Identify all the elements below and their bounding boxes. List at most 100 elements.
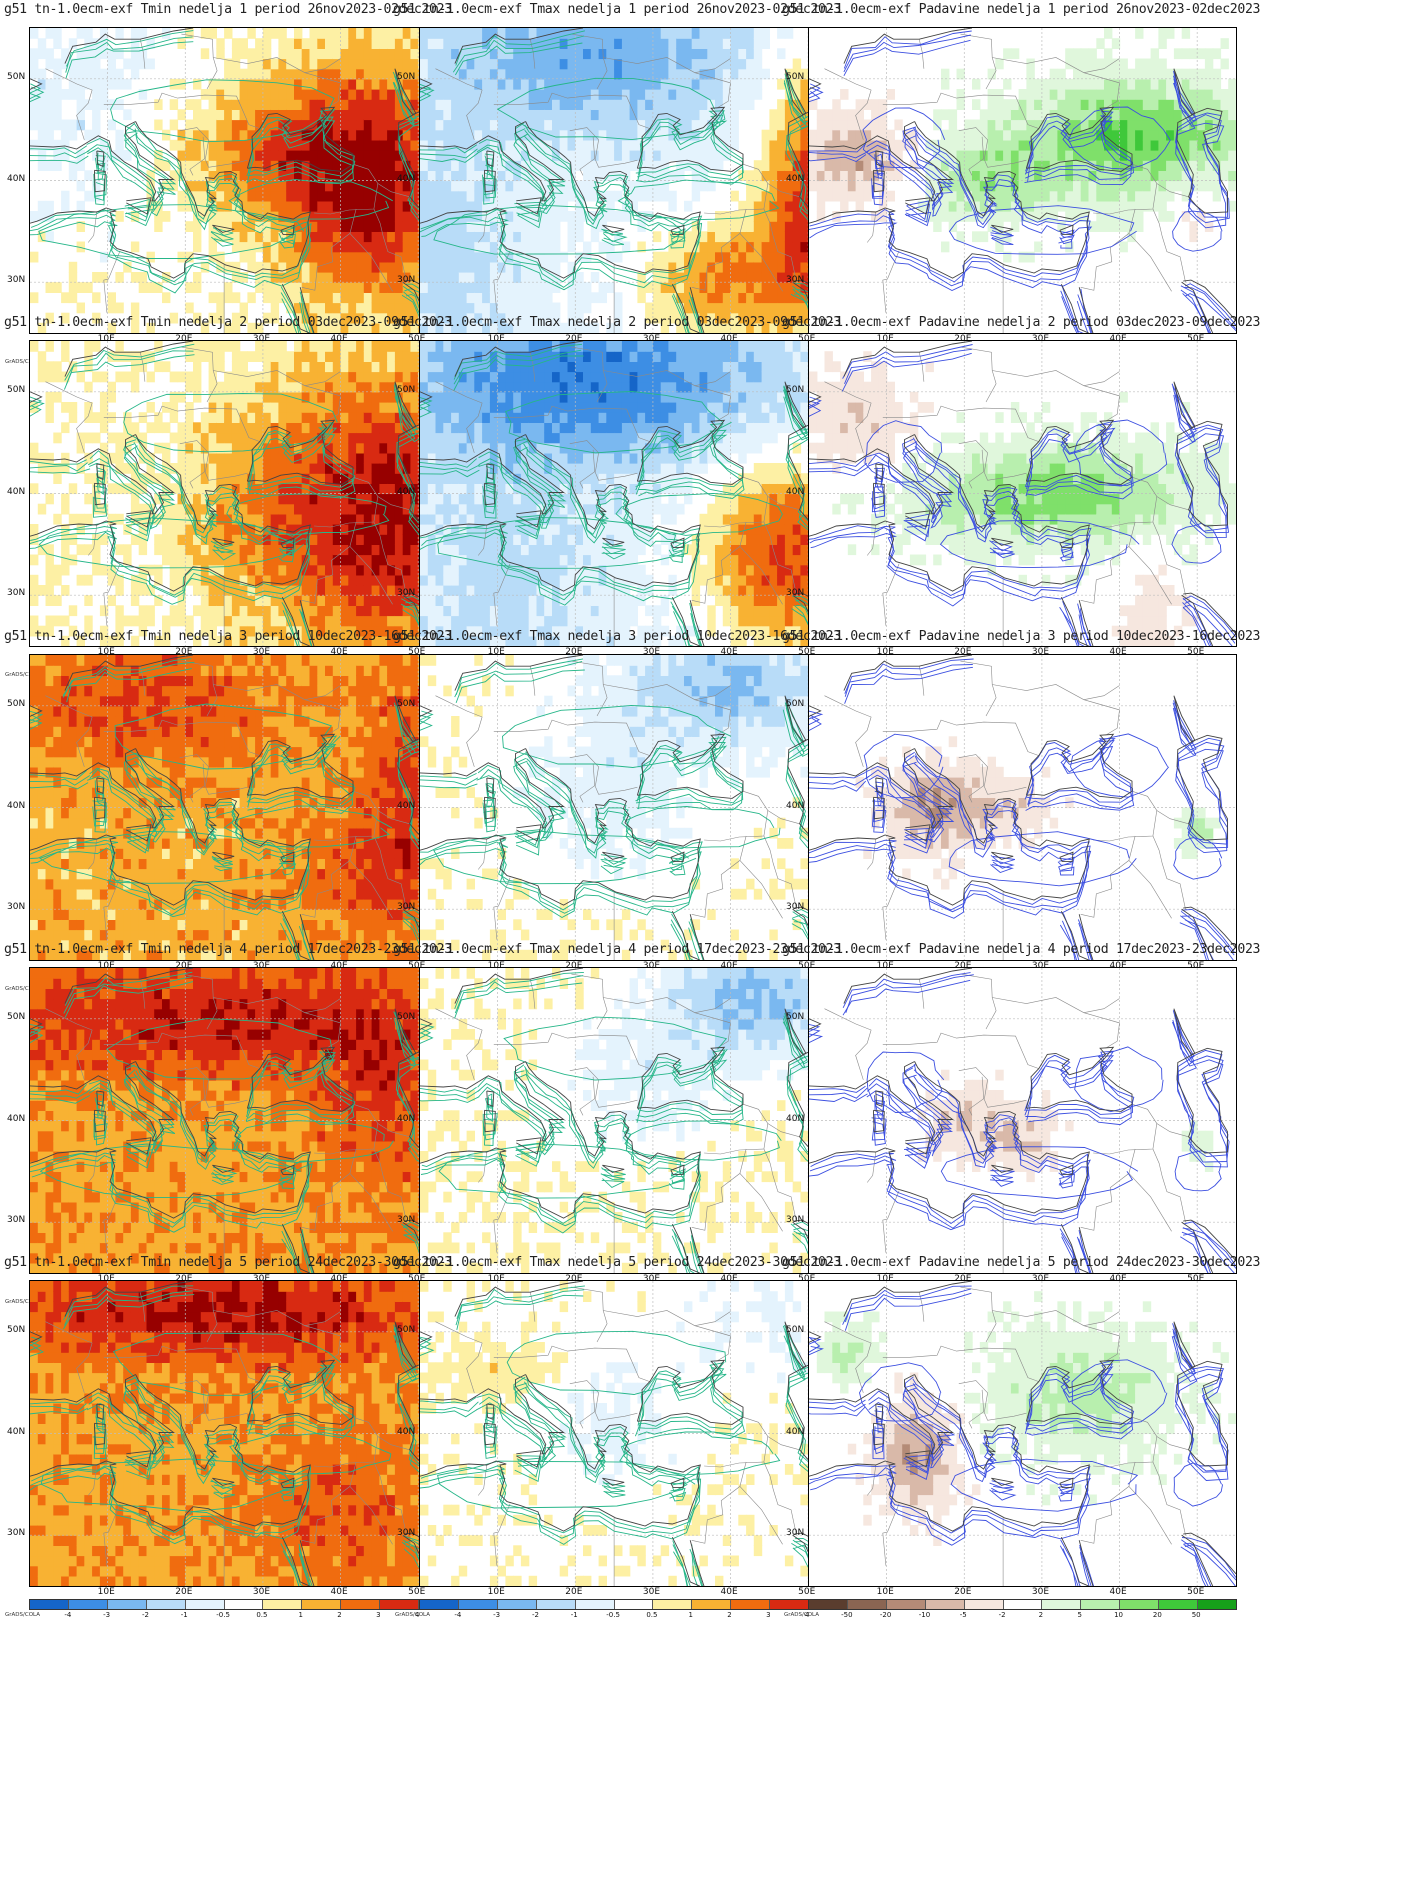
lat-label: 30N <box>786 1528 805 1539</box>
lon-label: 20E <box>175 647 193 657</box>
map-panel-prec-week-1: g51 tn-1.0ecm-exf Padavine nedelja 1 per… <box>778 0 1261 379</box>
grads-credit: GrADS/COLA <box>5 1612 40 1618</box>
lat-label: 30N <box>786 588 805 599</box>
map-panel-tmax-week-1: g51 tn-1.0ecm-exf Tmax nedelja 1 period … <box>389 0 859 379</box>
lat-label: 50N <box>7 698 26 709</box>
lat-label: 30N <box>397 275 416 286</box>
lon-label: 20E <box>565 334 583 344</box>
lon-label: 20E <box>175 1587 193 1597</box>
lat-label: 50N <box>7 1324 26 1335</box>
lon-label: 50E <box>1187 1587 1205 1597</box>
color-scale-swatch <box>847 1600 887 1609</box>
color-scale-label: 4 <box>414 1611 420 1619</box>
grads-credit: GrADS/COLA <box>784 1612 819 1618</box>
color-scale-label: -20 <box>879 1611 892 1619</box>
color-scale-swatch <box>731 1600 771 1609</box>
lat-label: 50N <box>7 384 26 395</box>
lat-label: 30N <box>397 588 416 599</box>
lon-label: 40E <box>330 334 348 344</box>
map-panel-tmax-week-5: g51 tn-1.0ecm-exf Tmax nedelja 5 period … <box>389 1253 859 1632</box>
lon-label: 10E <box>97 1274 115 1284</box>
lon-label: 50E <box>408 1587 426 1597</box>
lon-label: 50E <box>408 1274 426 1284</box>
map-plot <box>29 967 458 1274</box>
color-scale-swatch <box>886 1600 926 1609</box>
lon-label: 50E <box>798 1274 816 1284</box>
color-scale-label: 2 <box>727 1611 732 1619</box>
lat-label: 50N <box>786 384 805 395</box>
lon-label: 40E <box>330 1587 348 1597</box>
map-plot <box>419 654 848 961</box>
lat-label: 30N <box>397 902 416 913</box>
lon-label: 20E <box>175 961 193 971</box>
lon-label: 40E <box>720 334 738 344</box>
color-scale-label: 5 <box>1077 1611 1082 1619</box>
panel-title: g51 tn-1.0ecm-exf Padavine nedelja 3 per… <box>782 629 1261 644</box>
color-scale-label: -0.5 <box>216 1611 230 1619</box>
lat-label: 40N <box>397 486 416 497</box>
map-plot <box>29 27 458 334</box>
grads-credit: GrADS/COLA <box>5 986 40 992</box>
lat-label: 50N <box>397 698 416 709</box>
lon-label: 10E <box>97 334 115 344</box>
color-scale-swatch <box>1042 1600 1082 1609</box>
lon-label: 50E <box>798 961 816 971</box>
color-scale-label: 1 <box>688 1611 693 1619</box>
color-scale-swatch <box>380 1600 420 1609</box>
lon-label: 50E <box>798 334 816 344</box>
lon-label: 30E <box>252 1587 271 1597</box>
lon-label: 50E <box>408 647 426 657</box>
lon-label: 20E <box>954 961 972 971</box>
lon-label: 20E <box>175 334 193 344</box>
color-scale-swatch <box>1120 1600 1160 1609</box>
color-scale-swatch <box>614 1600 654 1609</box>
panel-title: g51 tn-1.0ecm-exf Padavine nedelja 1 per… <box>782 2 1261 17</box>
panel-title: g51 tn-1.0ecm-exf Tmin nedelja 1 period … <box>4 2 452 17</box>
lon-label: 30E <box>642 647 661 657</box>
lon-label: 20E <box>175 1274 193 1284</box>
lon-label: 40E <box>1109 334 1127 344</box>
grads-credit: GrADS/COLA <box>395 1612 430 1618</box>
anomaly-field <box>855 736 1222 890</box>
lon-label: 30E <box>1031 1274 1050 1284</box>
lat-label: 30N <box>786 1215 805 1226</box>
lon-label: 30E <box>642 961 661 971</box>
lat-label: 30N <box>786 902 805 913</box>
lat-label: 30N <box>7 902 26 913</box>
lon-label: 10E <box>876 647 894 657</box>
map-plot <box>29 654 458 961</box>
lon-label: 10E <box>487 961 505 971</box>
anomaly-field <box>917 1069 1214 1183</box>
lat-label: 30N <box>7 1528 26 1539</box>
lat-label: 50N <box>7 71 26 82</box>
panel-title: g51 tn-1.0ecm-exf Tmax nedelja 4 period … <box>393 942 841 957</box>
lon-label: 50E <box>1187 1274 1205 1284</box>
map-panel-prec-week-3: g51 tn-1.0ecm-exf Padavine nedelja 3 per… <box>778 627 1261 1006</box>
color-scale-swatch <box>107 1600 147 1609</box>
anomaly-field <box>809 351 1236 646</box>
coastlines <box>809 341 1236 646</box>
map-panel-prec-week-5: g51 tn-1.0ecm-exf Padavine nedelja 5 per… <box>778 1253 1261 1632</box>
lon-label: 30E <box>642 1274 661 1284</box>
color-scale-bar <box>808 1599 1237 1610</box>
coastlines <box>809 968 1236 1273</box>
anomaly-field <box>30 655 457 960</box>
lon-label: 20E <box>565 961 583 971</box>
lon-label: 10E <box>487 647 505 657</box>
coastlines <box>30 968 457 1273</box>
panel-title: g51 tn-1.0ecm-exf Tmin nedelja 2 period … <box>4 315 452 330</box>
lon-label: 40E <box>330 647 348 657</box>
color-scale-label: -2 <box>141 1611 149 1619</box>
lon-label: 40E <box>330 1274 348 1284</box>
color-scale-label: 4 <box>804 1611 810 1619</box>
lon-label: 40E <box>720 647 738 657</box>
map-panel-tmax-week-2: g51 tn-1.0ecm-exf Tmax nedelja 2 period … <box>389 313 859 692</box>
lon-label: 40E <box>720 1274 738 1284</box>
panel-title: g51 tn-1.0ecm-exf Tmax nedelja 2 period … <box>393 315 841 330</box>
map-plot <box>808 654 1237 961</box>
lon-label: 20E <box>565 647 583 657</box>
lon-label: 30E <box>1031 961 1050 971</box>
lon-label: 30E <box>252 647 271 657</box>
panel-title: g51 tn-1.0ecm-exf Padavine nedelja 4 per… <box>782 942 1261 957</box>
